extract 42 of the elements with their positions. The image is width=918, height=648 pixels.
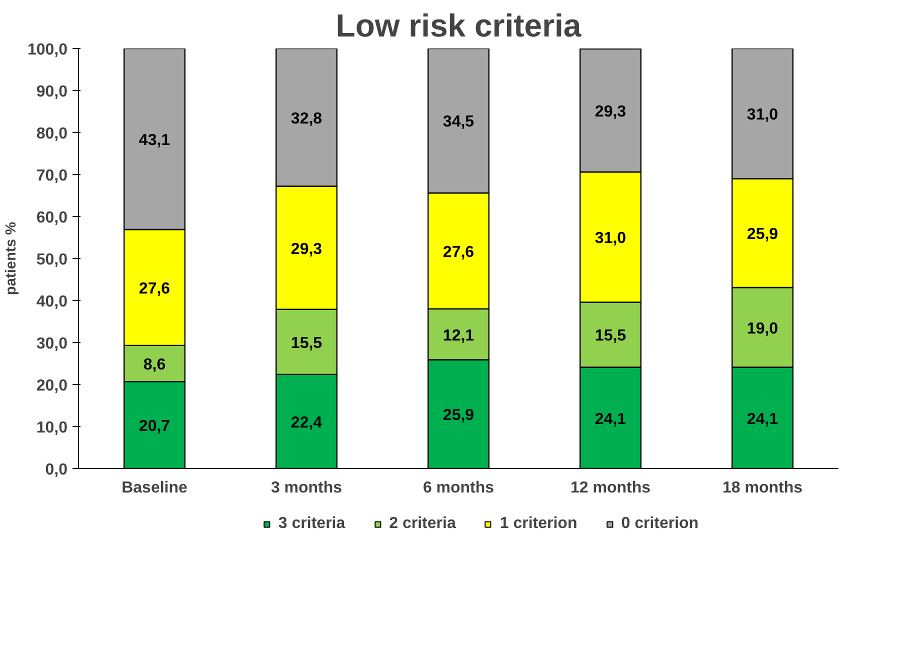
data-label: 29,3	[290, 240, 322, 258]
y-tick-label: 60,0	[36, 210, 68, 226]
data-label: 27,6	[442, 244, 474, 261]
data-label: 31,0	[746, 106, 778, 124]
data-label: 15,5	[290, 334, 322, 352]
y-axis-title: patients %	[3, 222, 20, 296]
chart-title: Low risk criteria	[336, 8, 582, 44]
y-tick-label: 30,0	[36, 336, 68, 352]
data-label: 15,5	[594, 328, 626, 345]
legend-label: 2 criteria	[389, 515, 456, 533]
data-label: 31,0	[594, 230, 626, 248]
data-label: 19,0	[746, 320, 778, 338]
legend-label: 1 criterion	[500, 515, 578, 533]
data-label: 12,1	[442, 327, 474, 344]
data-label: 34,5	[442, 114, 474, 131]
y-tick-label: 70,0	[36, 168, 68, 184]
data-label: 32,8	[290, 110, 322, 128]
y-tick-label: 50,0	[36, 252, 68, 268]
y-tick-label: 100,0	[27, 42, 68, 58]
data-label: 24,1	[746, 410, 778, 428]
y-tick-label: 80,0	[36, 126, 68, 142]
legend-label: 0 criterion	[621, 515, 699, 533]
data-label: 22,4	[290, 414, 322, 432]
y-tick-label: 90,0	[36, 84, 68, 100]
data-label: 25,9	[442, 407, 474, 424]
x-tick-label: 18 months	[722, 480, 803, 496]
legend-label: 3 criteria	[278, 515, 346, 533]
y-tick-label: 10,0	[36, 420, 68, 436]
data-label: 29,3	[594, 103, 626, 120]
y-tick-label: 20,0	[36, 378, 68, 394]
x-tick-label: Baseline	[122, 480, 188, 496]
y-tick-label: 40,0	[36, 294, 68, 310]
data-label: 24,1	[594, 410, 626, 428]
data-label: 20,7	[138, 418, 170, 436]
data-label: 25,9	[746, 226, 778, 244]
data-label: 27,6	[138, 280, 170, 298]
x-tick-label: 12 months	[570, 480, 651, 496]
y-tick-label: 0,0	[45, 462, 68, 478]
data-label: 43,1	[138, 132, 170, 150]
x-tick-label: 3 months	[270, 480, 342, 496]
data-label: 8,6	[143, 356, 166, 374]
x-tick-label: 6 months	[422, 480, 494, 496]
